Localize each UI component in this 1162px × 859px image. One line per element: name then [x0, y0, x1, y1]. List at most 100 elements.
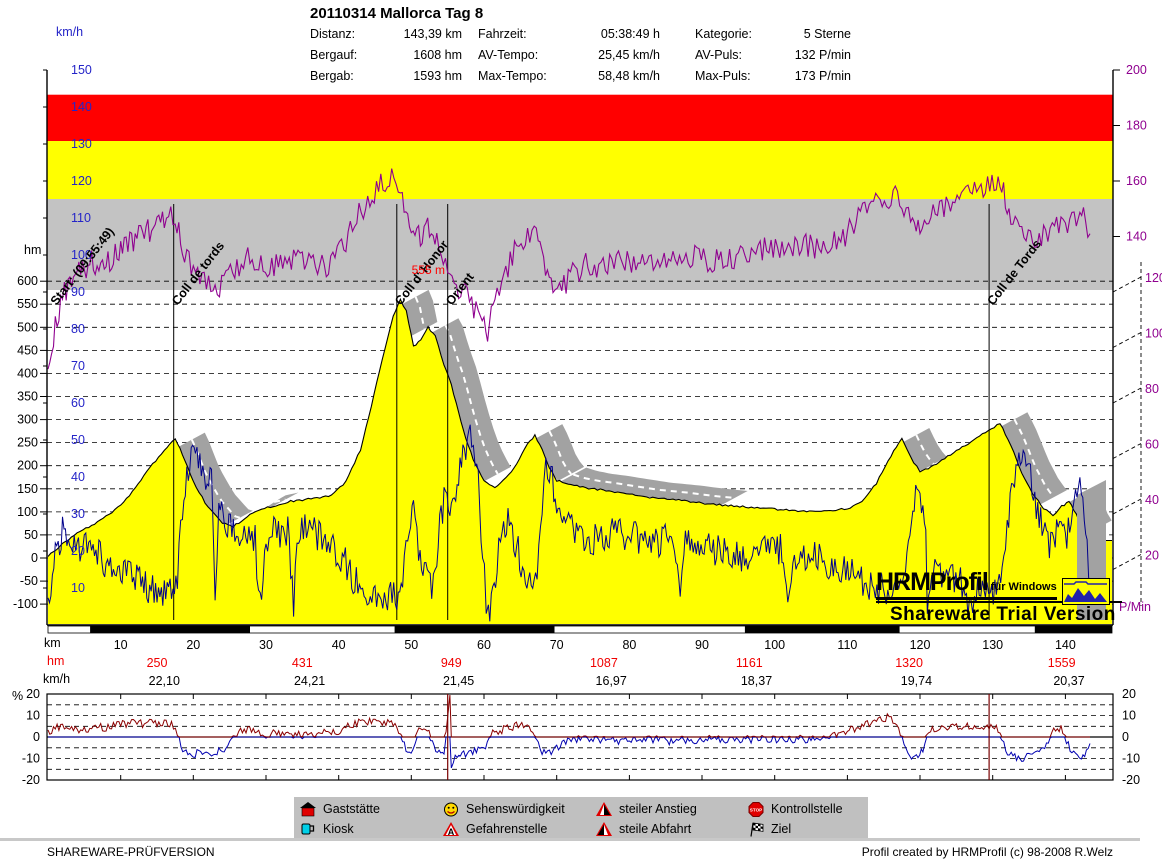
elevation-tick-label: -100	[13, 597, 38, 611]
descent-band-centerline	[245, 498, 286, 521]
segment-speed-value: 20,37	[1053, 674, 1084, 688]
avgspeed-row-title: km/h	[43, 672, 71, 686]
segment-speed-value: 19,74	[901, 674, 932, 688]
stat-label: AV-Puls:	[695, 48, 743, 62]
steep-ascent-icon	[596, 801, 614, 817]
legend-label: steile Abfahrt	[619, 822, 692, 836]
segment-climb-value: 250	[147, 656, 168, 670]
descent-band	[560, 467, 748, 505]
stats-column-3: Kategorie: 5 Sterne AV-Puls: 132 P/min Max…	[695, 24, 851, 87]
house-icon	[300, 801, 318, 817]
segment-climb-value: 1559	[1048, 656, 1076, 670]
watermark-brand: HRMProfil	[876, 568, 989, 596]
stop-icon: STOP	[748, 801, 766, 817]
speed-tick-label: 150	[71, 63, 92, 77]
stat-value: 58,48 km/h	[598, 69, 660, 83]
pulse-zone	[47, 141, 1113, 199]
legend-label: steiler Anstieg	[619, 802, 697, 816]
slope-tick-label: 10	[26, 709, 40, 723]
legend-label: Gaststätte	[323, 802, 380, 816]
speed-tick-label: 110	[71, 211, 91, 225]
pulse-tick-label: 160	[1126, 174, 1147, 188]
elevation-tick-label: 350	[17, 390, 38, 404]
descent-band-centerline	[548, 430, 572, 475]
speed-tick-label: 70	[71, 359, 85, 373]
warning-icon: A	[443, 821, 461, 837]
page-title: 20110314 Mallorca Tag 8	[310, 5, 484, 22]
scale-bar-segment	[744, 626, 900, 633]
pulse-axis-title: P/Min	[1119, 600, 1151, 614]
descent-band-centerline	[444, 324, 499, 475]
descent-band-centerline	[71, 510, 117, 541]
climb-row-title: hm	[47, 654, 65, 668]
segment-speed-value: 16,97	[596, 674, 627, 688]
legend-item-kiosk: Kiosk	[300, 820, 354, 838]
legend-item-steiler-anstieg: steiler Anstieg	[596, 800, 697, 818]
finish-flag-icon	[748, 822, 766, 837]
watermark-subbrand: für Windows	[990, 581, 1057, 593]
slope-tick-label: -10	[1122, 752, 1140, 766]
km-tick-label: 130	[982, 638, 1003, 652]
speed-tick-label: 40	[71, 470, 85, 484]
slope-tick-label: 10	[1122, 709, 1136, 723]
legend-item-gaststaette: Gaststätte	[300, 800, 380, 818]
speed-tick-label: 20	[71, 544, 85, 558]
elevation-tick-label: -50	[20, 574, 38, 588]
pulse-tick-label: 40	[1145, 493, 1159, 507]
stat-value: 143,39 km	[403, 27, 462, 41]
pulse-tick-label: 80	[1145, 382, 1159, 396]
stat-label: Kategorie:	[695, 27, 752, 41]
speed-axis-title: km/h	[56, 25, 84, 39]
segment-speed-value: 22,10	[149, 674, 180, 688]
descent-band-centerline	[190, 439, 241, 519]
km-tick-label: 110	[837, 638, 857, 652]
slope-axis-title: %	[12, 689, 24, 703]
distance-axis-title: km	[44, 636, 61, 650]
stat-value: 1608 hm	[413, 48, 462, 62]
stat-label: Max-Tempo:	[478, 69, 547, 83]
scale-bar-segment	[250, 626, 395, 633]
km-tick-label: 50	[404, 638, 418, 652]
speed-tick-label: 120	[71, 174, 92, 188]
speed-tick-label: 30	[71, 507, 85, 521]
footer-divider	[0, 838, 1140, 841]
stat-value: 132 P/min	[794, 48, 851, 62]
slope-tick-label: 20	[26, 687, 40, 701]
stat-label: Distanz:	[310, 27, 356, 41]
footer-shareware-text: SHAREWARE-PRÜFVERSION	[47, 845, 215, 859]
stat-label: Max-Puls:	[695, 69, 751, 83]
descent-band	[233, 492, 299, 527]
elevation-outline	[47, 297, 1112, 557]
km-tick-label: 60	[477, 638, 491, 652]
slope-tick-label: 0	[1122, 730, 1129, 744]
segment-climb-value: 1161	[736, 656, 763, 670]
steep-descent-icon	[596, 821, 614, 837]
stat-label: Bergauf:	[310, 48, 358, 62]
stat-value: 05:38:49 h	[600, 27, 660, 41]
km-tick-label: 40	[332, 638, 346, 652]
speed-tick-label: 50	[71, 433, 85, 447]
legend-label: Sehenswürdigkeit	[466, 802, 565, 816]
scale-bar-segment	[1034, 626, 1112, 633]
pulse-tick-label: 200	[1126, 63, 1147, 77]
km-tick-label: 80	[622, 638, 636, 652]
slope-tick-label: -20	[1122, 773, 1140, 787]
descent-band	[402, 289, 438, 336]
legend-label: Kontrollstelle	[771, 802, 843, 816]
segment-climb-value: 1087	[590, 656, 618, 670]
segment-speed-value: 24,21	[294, 674, 325, 688]
elevation-tick-label: 400	[17, 366, 38, 380]
slope-tick-label: 20	[1122, 687, 1136, 701]
speed-tick-label: 90	[71, 285, 85, 299]
watermark-trial-text: Shareware Trial Version	[876, 601, 1122, 626]
speed-tick-label: 130	[71, 137, 92, 151]
summit-height-annotation: 555 m	[412, 263, 445, 277]
legend-item-gefahrenstelle: A Gefahrenstelle	[443, 820, 547, 838]
legend-item-sehenswuerdigkeit: Sehenswürdigkeit	[443, 800, 565, 818]
descent-band	[1001, 412, 1067, 505]
legend-label: Ziel	[771, 822, 792, 836]
elevation-axis-title: hm	[24, 243, 42, 257]
pulse-tick-label: 180	[1126, 119, 1147, 133]
